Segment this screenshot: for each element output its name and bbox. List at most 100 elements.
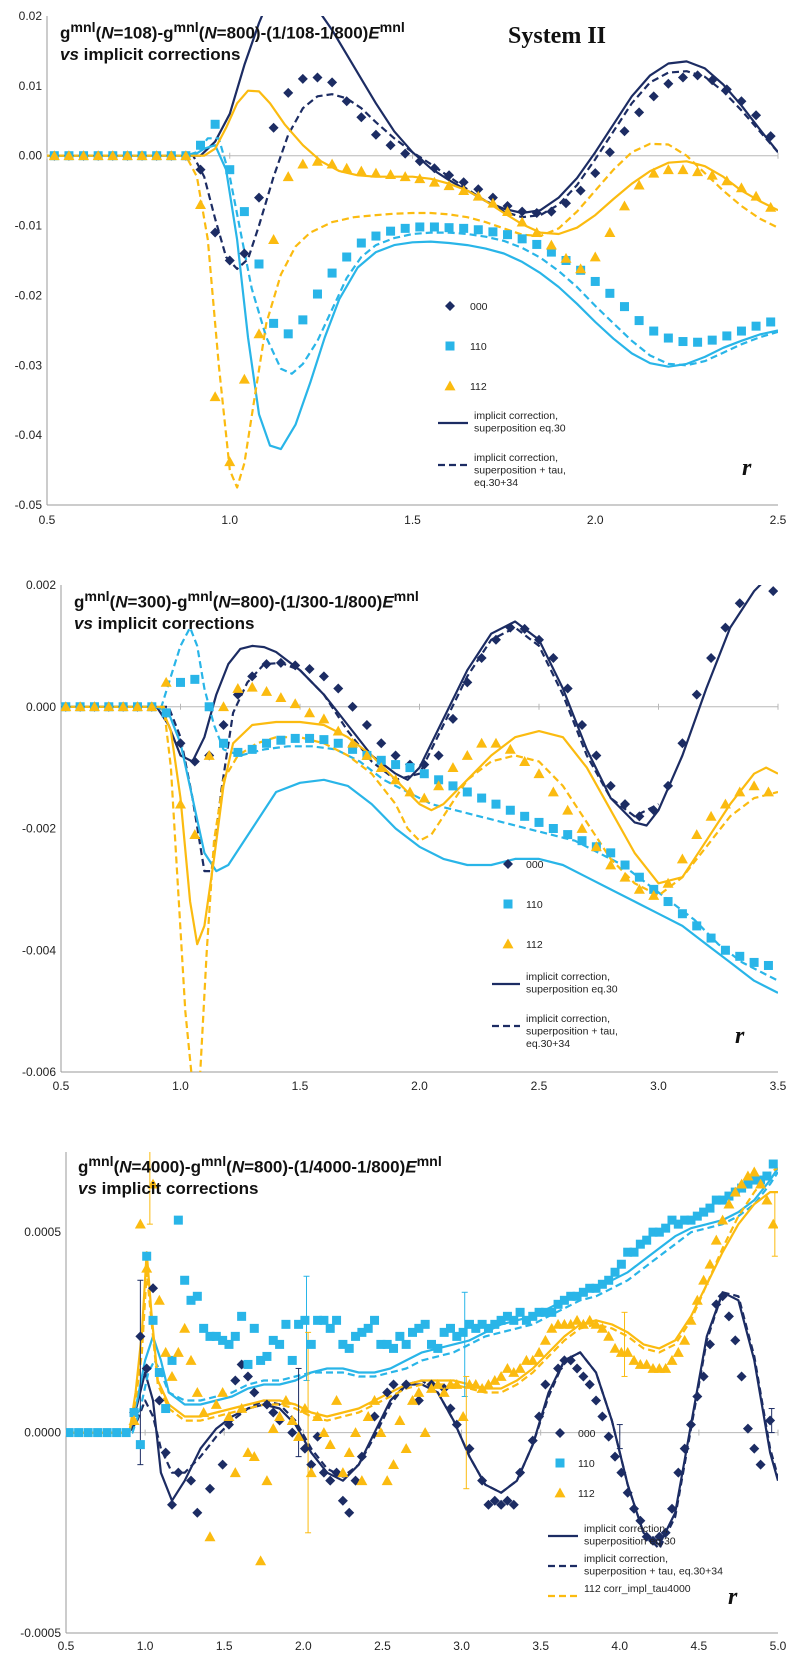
- data-point-112: [400, 1443, 412, 1454]
- data-point-112: [516, 216, 528, 227]
- data-point-110: [420, 1319, 430, 1329]
- data-point-000: [390, 750, 401, 761]
- data-point-110: [445, 1323, 455, 1333]
- data-point-000: [648, 91, 659, 102]
- data-point-112: [166, 1370, 178, 1381]
- data-point-112: [337, 1467, 349, 1478]
- data-point-112: [482, 1378, 494, 1389]
- data-point-112: [394, 1415, 406, 1425]
- data-point-000: [487, 192, 498, 203]
- data-point-000: [175, 738, 186, 749]
- legend-label: implicit correction, superposition eq.30: [474, 410, 566, 435]
- data-point-110: [333, 738, 343, 748]
- data-point-110: [743, 1179, 753, 1189]
- series-line-110-dashed: [66, 1171, 778, 1434]
- data-point-110: [483, 1323, 493, 1333]
- data-point-112: [203, 749, 215, 760]
- data-point-110: [298, 315, 308, 325]
- data-point-112: [255, 1555, 267, 1566]
- data-point-110: [344, 1343, 354, 1353]
- data-point-110: [735, 951, 745, 961]
- data-point-112: [299, 1403, 311, 1413]
- x-tick-label: 1.5: [404, 513, 421, 527]
- data-point-000: [247, 671, 258, 682]
- data-point-112: [472, 190, 484, 201]
- data-point-110: [306, 1339, 316, 1349]
- data-point-110: [204, 702, 214, 712]
- data-point-000: [249, 1387, 260, 1398]
- data-point-000: [347, 701, 358, 712]
- data-point-112: [721, 175, 733, 186]
- data-point-110: [93, 1428, 103, 1438]
- data-point-000: [204, 1483, 215, 1494]
- data-point-110: [642, 1235, 652, 1245]
- chart-title: gmnl(N=4000)-gmnl(N=800)-(1/4000-1/800)E…: [78, 1154, 442, 1198]
- data-point-110: [192, 1291, 202, 1301]
- data-point-110: [477, 793, 487, 803]
- data-point-112: [633, 179, 645, 190]
- data-point-000: [515, 1467, 526, 1478]
- legend: 000 110 112 implicit correction, superpositi…: [492, 859, 618, 1050]
- data-point-112: [619, 871, 631, 882]
- data-point-112: [470, 1378, 482, 1389]
- data-point-112: [672, 1346, 684, 1357]
- data-point-000: [534, 1411, 545, 1422]
- legend: 000 110 112 implicit correction, superpositi…: [548, 1428, 723, 1598]
- data-point-110: [649, 326, 659, 336]
- data-point-110: [419, 769, 429, 779]
- data-point-112: [648, 167, 660, 178]
- data-point-110: [351, 1331, 361, 1341]
- data-point-110: [262, 1351, 272, 1361]
- data-point-110: [129, 1408, 139, 1418]
- data-point-112: [508, 1366, 520, 1377]
- data-point-000: [508, 1499, 519, 1510]
- data-point-110: [654, 1227, 664, 1237]
- data-point-112: [236, 1403, 248, 1413]
- data-point-000: [283, 87, 294, 98]
- data-point-110: [559, 1295, 569, 1305]
- data-point-112: [103, 701, 115, 712]
- data-point-000: [502, 201, 513, 212]
- data-point-112: [268, 234, 280, 244]
- data-point-000: [189, 756, 200, 767]
- data-point-000: [505, 622, 516, 633]
- plot-area: [47, 16, 778, 489]
- data-point-000: [691, 689, 702, 700]
- data-point-000: [290, 660, 301, 671]
- data-point-110: [287, 1355, 297, 1365]
- data-point-112: [765, 201, 777, 212]
- data-point-000: [304, 664, 315, 675]
- legend-label: implicit correction, superposition eq.30: [526, 971, 618, 996]
- data-point-110: [281, 1319, 291, 1329]
- data-point-110: [439, 1327, 449, 1337]
- data-point-112: [767, 1218, 778, 1229]
- data-point-112: [717, 1214, 729, 1225]
- data-point-000: [584, 1379, 595, 1390]
- data-point-000: [473, 184, 484, 195]
- data-point-112: [622, 1346, 634, 1357]
- y-tick-label: -0.006: [22, 1065, 56, 1079]
- data-point-000: [548, 653, 559, 664]
- data-point-110: [496, 1315, 506, 1325]
- data-point-112: [293, 1431, 305, 1441]
- y-tick-label: 0.01: [19, 79, 43, 93]
- data-point-000: [451, 1419, 462, 1430]
- data-point-112: [458, 185, 470, 196]
- data-point-000: [660, 1527, 671, 1538]
- data-point-110: [488, 227, 498, 237]
- data-point-000: [433, 750, 444, 761]
- data-point-000: [385, 140, 396, 151]
- data-point-112: [729, 1186, 741, 1197]
- data-point-000: [325, 1475, 336, 1486]
- data-point-110: [408, 1327, 418, 1337]
- data-point-110: [290, 733, 300, 743]
- data-point-112: [755, 1178, 767, 1189]
- data-point-000: [318, 1467, 329, 1478]
- data-point-110: [619, 302, 629, 312]
- x-tick-label: 3.0: [650, 1079, 667, 1093]
- data-point-000: [297, 73, 308, 84]
- legend-marker-110: [445, 341, 455, 351]
- x-tick-label: 3.5: [770, 1079, 787, 1093]
- data-point-112: [685, 1314, 697, 1325]
- data-point-000: [253, 192, 264, 203]
